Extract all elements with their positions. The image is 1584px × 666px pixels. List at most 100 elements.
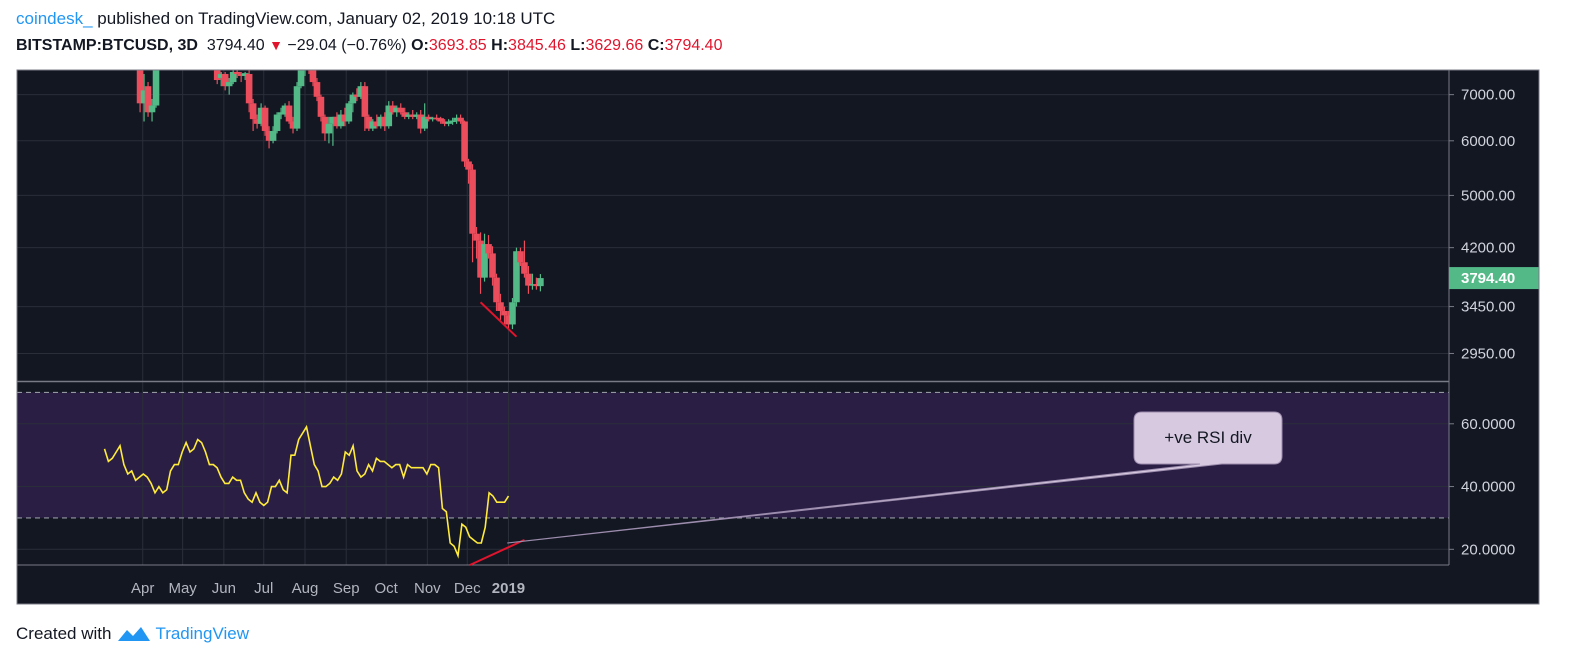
created-with-text: Created with	[16, 624, 112, 643]
candle-body	[537, 278, 544, 287]
candle-body	[497, 302, 504, 311]
candle-body	[321, 116, 329, 134]
candle-body	[489, 253, 496, 278]
candle-body	[285, 105, 293, 122]
candle-body	[349, 94, 357, 104]
candle-body	[257, 107, 265, 124]
candle-body	[136, 70, 144, 104]
current-price-tag	[1449, 267, 1539, 290]
candle-body	[133, 40, 140, 58]
symbol-line: BITSTAMP:BTCUSD, 3D 3794.40 ▼ −29.04 (−0…	[16, 37, 722, 55]
candles-group	[129, 23, 544, 330]
candle-body	[493, 277, 500, 303]
price-tick-label: 5000.00	[1461, 187, 1515, 204]
candle-body	[441, 121, 448, 124]
candle-body	[509, 302, 516, 325]
candle-body	[529, 284, 536, 286]
price-tick-label: 2950.00	[1461, 345, 1515, 362]
publish-line: coindesk_ published on TradingView.com, …	[16, 9, 555, 29]
current-price-label: 3794.40	[1461, 270, 1515, 287]
candle-body	[405, 114, 413, 117]
candle-body	[325, 123, 333, 134]
price-tick-label: 3450.00	[1461, 299, 1515, 316]
chart-border	[16, 69, 1540, 605]
low-value: 3629.66	[585, 37, 644, 54]
candle-body	[129, 23, 136, 40]
candle-body	[517, 251, 524, 263]
x-tick-label: Oct	[374, 580, 398, 597]
candle-body	[306, 47, 313, 70]
candle-body	[281, 105, 289, 115]
candle-body	[501, 310, 508, 316]
x-tick-label: Sep	[333, 580, 360, 597]
candle-body	[361, 86, 369, 117]
candle-body	[473, 233, 480, 241]
close-value: 3794.40	[664, 37, 723, 54]
candle-body	[365, 116, 373, 129]
price-tick-label: 4200.00	[1461, 240, 1515, 257]
candle-body	[513, 251, 520, 303]
price-trendline	[479, 301, 518, 338]
open-label: O:	[411, 37, 429, 54]
candle-body	[233, 71, 241, 74]
candle-body	[429, 117, 436, 120]
rsi-group	[103, 424, 510, 559]
tradingview-link[interactable]: TradingView	[155, 624, 249, 643]
candle-body	[345, 103, 353, 122]
candle-body	[445, 121, 452, 124]
price-tick-label: 6000.00	[1461, 133, 1515, 150]
candle-body	[481, 244, 488, 278]
author-link[interactable]: coindesk_	[16, 9, 93, 28]
candle-body	[421, 116, 428, 129]
x-tick-label: Dec	[454, 580, 481, 597]
open-value: 3693.85	[428, 37, 487, 54]
footer: Created with TradingView	[16, 624, 249, 644]
candle-body	[261, 107, 269, 131]
candle-body	[289, 121, 297, 129]
down-arrow-icon: ▼	[269, 37, 283, 53]
candle-body	[469, 169, 476, 234]
candle-body	[353, 94, 361, 97]
candle-body	[152, 70, 160, 106]
candle-body	[245, 73, 253, 104]
candle-body	[213, 70, 221, 81]
candle-body	[249, 103, 257, 120]
candle-body	[505, 315, 512, 325]
candle-body	[461, 121, 468, 162]
symbol-label: BITSTAMP:BTCUSD, 3D	[16, 37, 198, 54]
candle-body	[337, 114, 345, 127]
candle-body	[417, 114, 424, 129]
candle-body	[465, 161, 472, 170]
candle-body	[525, 273, 532, 286]
candle-body	[377, 116, 385, 127]
candle-body	[341, 114, 349, 122]
candle-body	[140, 90, 148, 104]
candle-body	[381, 116, 389, 127]
candle-body	[373, 121, 381, 127]
candle-body	[293, 86, 301, 129]
candle-body	[521, 262, 528, 274]
last-price: 3794.40	[206, 37, 265, 54]
candle-body	[457, 117, 464, 122]
candle-body	[265, 130, 273, 141]
candle-body	[297, 70, 305, 87]
low-label: L:	[570, 37, 586, 54]
candle-body	[217, 73, 225, 78]
candle-body	[229, 71, 237, 83]
candle-body	[317, 96, 325, 117]
candle-body	[401, 112, 409, 117]
candle-body	[273, 114, 281, 131]
rsi-trendline	[469, 538, 525, 566]
candle-body	[357, 86, 365, 97]
candle-body	[409, 114, 417, 117]
candle-body	[221, 73, 229, 87]
candle-body	[453, 117, 460, 121]
candle-body	[241, 73, 249, 76]
candle-body	[449, 120, 456, 123]
x-tick-label: 2019	[492, 580, 525, 597]
candle-body	[329, 116, 337, 124]
candle-body	[397, 107, 405, 113]
candle-body	[485, 244, 492, 254]
candle-body	[413, 114, 421, 117]
